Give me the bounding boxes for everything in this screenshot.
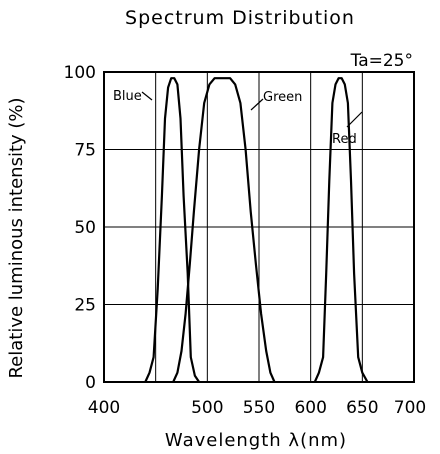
series-label-leader xyxy=(346,111,363,128)
y-axis-title: Relative luminous intensity (%) xyxy=(6,97,27,378)
x-tick-label: 600 xyxy=(294,398,326,418)
x-tick-label: 500 xyxy=(191,398,223,418)
y-tick-label: 50 xyxy=(74,218,96,238)
series-line-blue xyxy=(144,77,201,383)
series-lines xyxy=(144,77,369,383)
y-tick-label: 0 xyxy=(85,373,96,393)
y-tick-label: 75 xyxy=(74,141,96,161)
y-tick-label: 25 xyxy=(74,296,96,316)
series-label-red: Red xyxy=(332,132,357,147)
x-tick-label: 550 xyxy=(243,398,275,418)
chart-title: Spectrum Distribution xyxy=(125,7,355,29)
y-tick-labels: 0 25 50 75 100 xyxy=(64,63,96,393)
series-labels: Blue Green Red xyxy=(113,89,363,147)
temperature-annotation: Ta=25° xyxy=(350,51,413,71)
series-line-red xyxy=(313,77,369,383)
series-label-leader xyxy=(141,91,153,101)
series-label-leader xyxy=(250,98,264,111)
plot-frame xyxy=(103,71,415,383)
x-tick-label: 400 xyxy=(88,398,120,418)
series-label-blue: Blue xyxy=(113,89,142,104)
x-tick-label: 700 xyxy=(394,398,426,418)
series-line-green xyxy=(172,77,276,383)
x-axis-title: Wavelength λ(nm) xyxy=(165,430,347,451)
grid-lines xyxy=(104,72,414,382)
series-label-green: Green xyxy=(263,90,302,105)
y-tick-label: 100 xyxy=(64,63,96,83)
x-tick-labels: 400 500 550 600 650 700 xyxy=(88,398,426,418)
x-tick-label: 650 xyxy=(346,398,378,418)
